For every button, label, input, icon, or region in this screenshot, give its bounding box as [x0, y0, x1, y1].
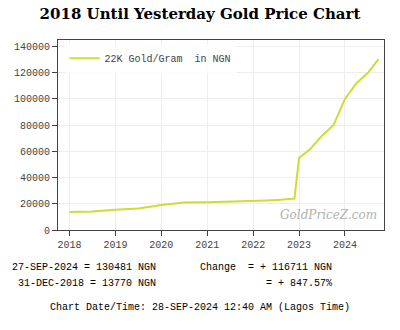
svg-text:2022: 2022: [241, 240, 265, 251]
svg-text:0: 0: [44, 226, 50, 237]
svg-text:140000: 140000: [14, 42, 50, 53]
svg-text:2020: 2020: [149, 240, 173, 251]
svg-text:Change = + 116711 NGN: Change = + 116711 NGN: [200, 262, 332, 273]
svg-text:31-DEC-2018 = 13770 NGN: 31-DEC-2018 = 13770 NGN: [12, 278, 156, 289]
svg-text:100000: 100000: [14, 94, 50, 105]
svg-text:40000: 40000: [20, 173, 50, 184]
svg-text:2024: 2024: [333, 240, 357, 251]
svg-text:60000: 60000: [20, 147, 50, 158]
svg-text:2018 Until Yesterday Gold Pric: 2018 Until Yesterday Gold Price Chart: [40, 5, 361, 23]
svg-text:GoldPriceZ.com: GoldPriceZ.com: [280, 208, 377, 222]
svg-text:2023: 2023: [287, 240, 311, 251]
svg-text:Chart Date/Time: 28-SEP-2024 1: Chart Date/Time: 28-SEP-2024 12:40 AM (L…: [50, 302, 350, 313]
svg-text:2019: 2019: [103, 240, 127, 251]
svg-text:22K Gold/Gram in NGN: 22K Gold/Gram in NGN: [105, 54, 231, 65]
svg-text:80000: 80000: [20, 121, 50, 132]
svg-text:2018: 2018: [57, 240, 81, 251]
svg-text:27-SEP-2024 = 130481 NGN: 27-SEP-2024 = 130481 NGN: [12, 262, 156, 273]
svg-text:20000: 20000: [20, 199, 50, 210]
svg-text:120000: 120000: [14, 68, 50, 79]
svg-text:2021: 2021: [195, 240, 219, 251]
svg-text:= + 847.57%: = + 847.57%: [200, 278, 332, 289]
